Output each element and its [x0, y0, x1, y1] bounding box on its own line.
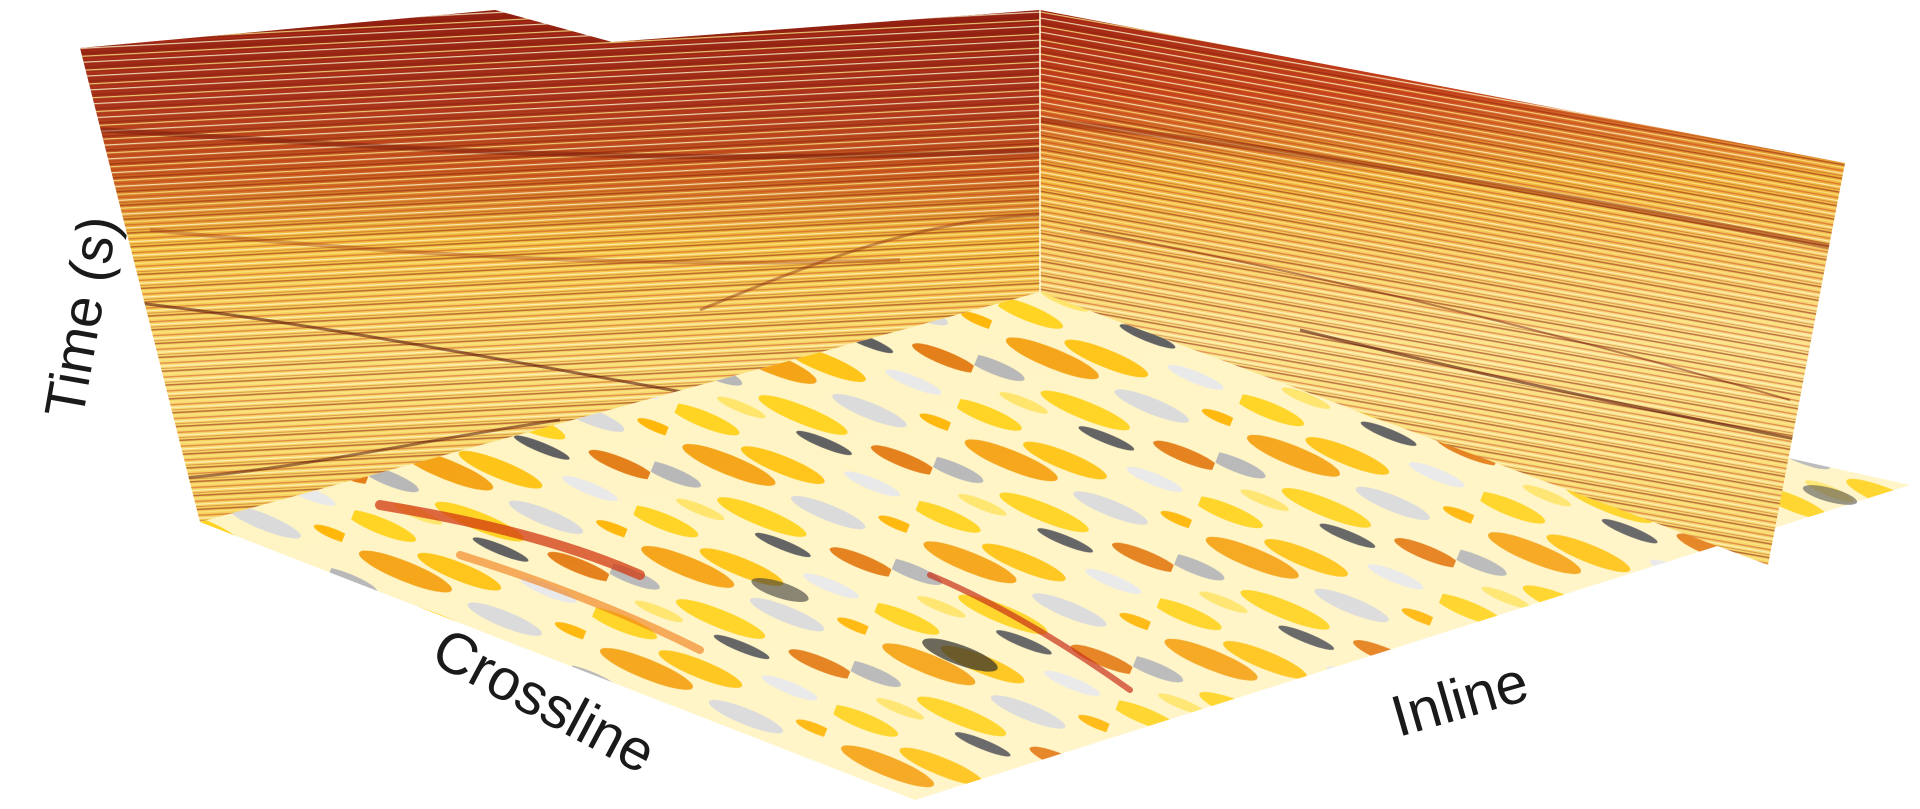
slice-dark-patch-3: [1802, 485, 1858, 505]
slice-dark-patch-2: [751, 578, 809, 602]
time-axis-label: Time (s): [32, 211, 129, 422]
inline-axis-label: Inline: [1384, 649, 1535, 750]
slice-anomaly-2: [927, 572, 1133, 693]
slice-dark-patch-1: [922, 638, 998, 672]
slice-anomaly-1: [375, 500, 645, 580]
slice-anomaly-3: [456, 551, 704, 654]
